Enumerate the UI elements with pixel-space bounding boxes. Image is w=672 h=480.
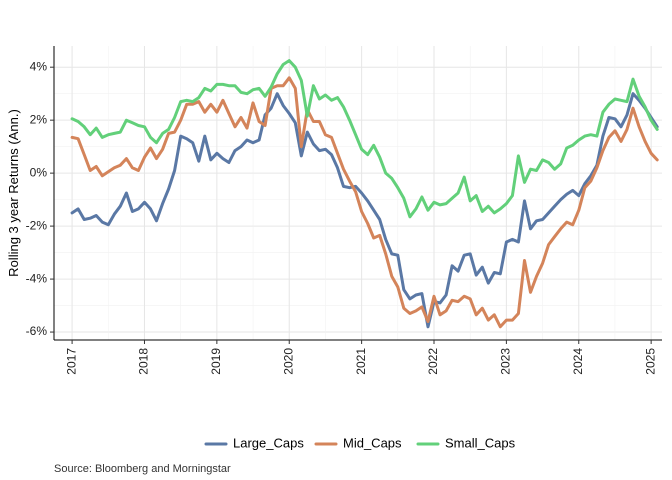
legend-label: Large_Caps [233, 435, 304, 450]
x-tick-label: 2018 [137, 348, 151, 375]
x-tick-label: 2020 [281, 348, 295, 375]
x-tick-label: 2025 [643, 348, 657, 375]
x-tick-label: 2019 [209, 348, 223, 375]
y-tick-label: -6% [26, 324, 48, 338]
series-line-large-caps [70, 92, 659, 329]
y-ticks: -6% -4% -2% 0% 2% 4% [26, 59, 54, 338]
legend: Large_Caps Mid_Caps Small_Caps [204, 435, 516, 450]
source-caption: Source: Bloomberg and Morningstar [54, 463, 231, 475]
x-ticks: 2017 2018 2019 2020 2021 2022 2023 2024 2025 [64, 340, 657, 375]
y-axis-title: Rolling 3 year Returns (Ann.) [6, 109, 21, 277]
grid [54, 46, 662, 340]
series-line-small-caps [70, 59, 659, 219]
axes [53, 46, 662, 341]
x-tick-label: 2017 [64, 348, 78, 375]
series-line-mid-caps [70, 76, 659, 329]
x-tick-label: 2024 [571, 348, 585, 375]
legend-label: Mid_Caps [343, 435, 402, 450]
x-tick-label: 2023 [499, 348, 513, 375]
y-tick-label: -2% [26, 218, 48, 232]
y-tick-label: 2% [30, 112, 48, 126]
y-tick-label: 0% [30, 165, 48, 179]
legend-label: Small_Caps [445, 435, 516, 450]
y-tick-label: 4% [30, 59, 48, 73]
x-tick-label: 2021 [354, 348, 368, 375]
x-tick-label: 2022 [426, 348, 440, 375]
series-layer [70, 59, 659, 329]
y-tick-label: -4% [26, 271, 48, 285]
